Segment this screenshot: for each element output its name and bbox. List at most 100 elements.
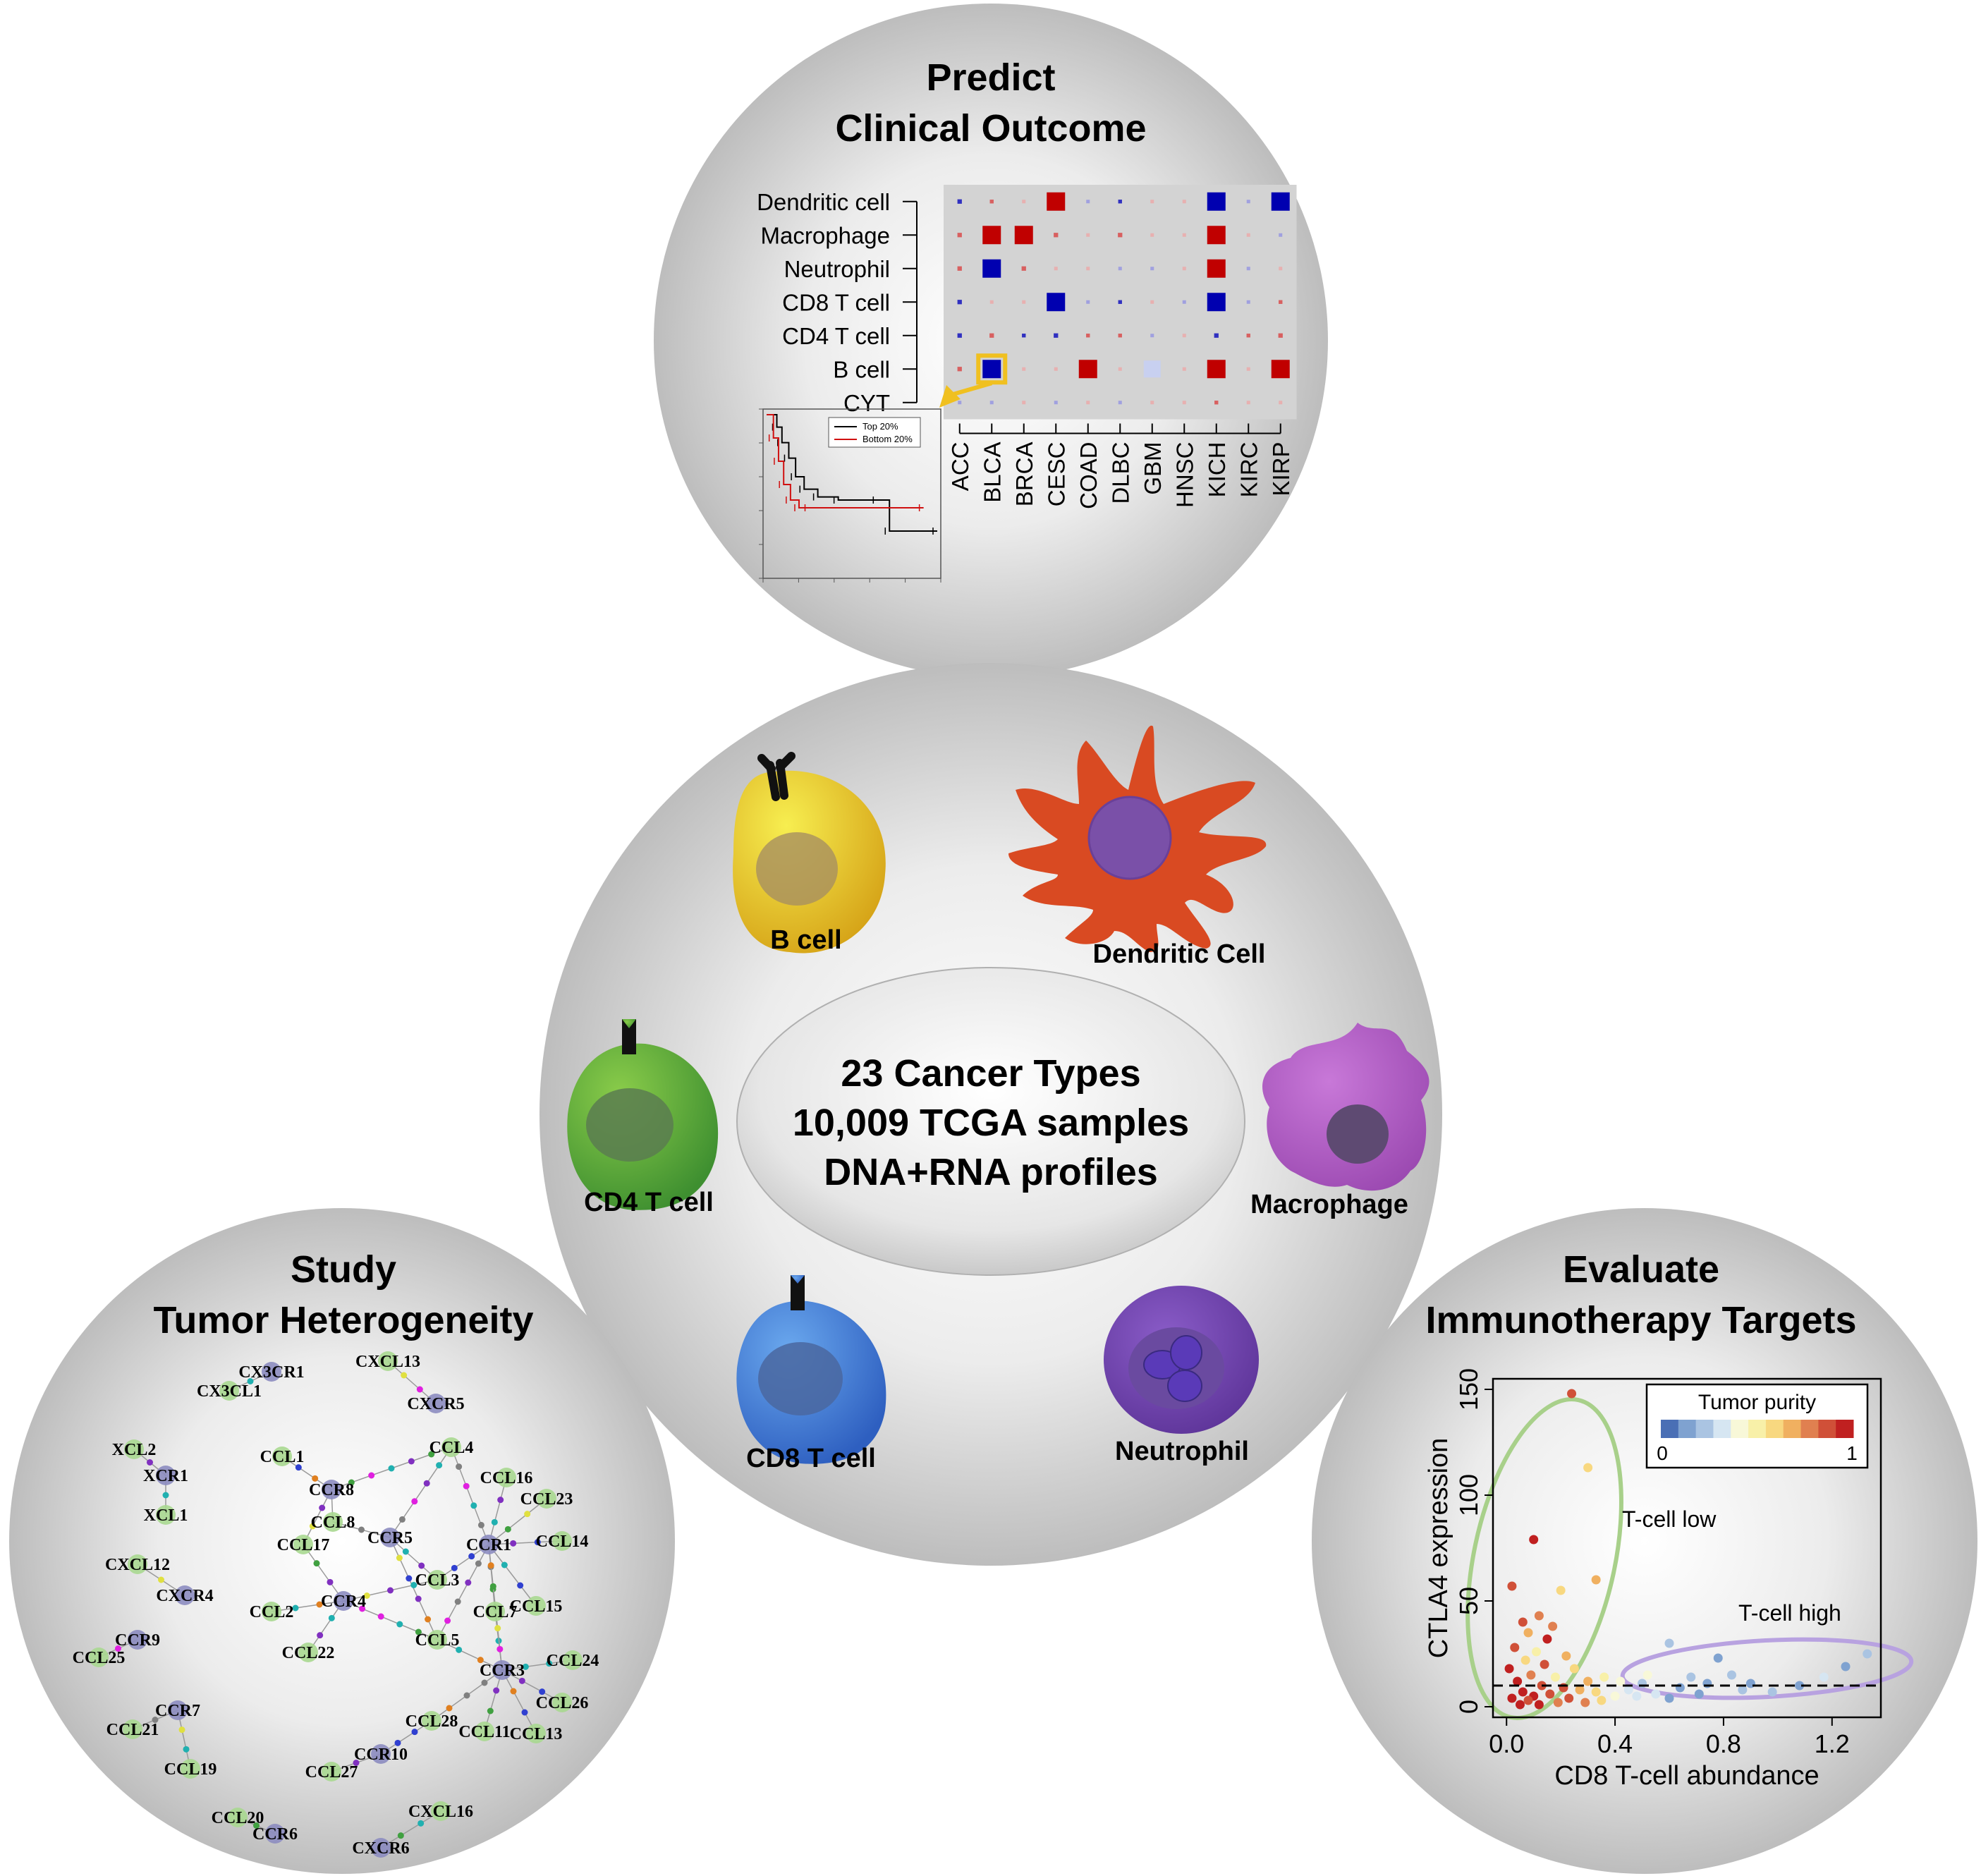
heatmap-cell [1182, 334, 1186, 338]
network-node-ccr10 [371, 1744, 391, 1764]
heatmap-cell [1086, 267, 1090, 271]
network-node-ccl3 [427, 1570, 447, 1590]
scatter-point [1580, 1698, 1590, 1707]
network-edge-dot [410, 1582, 417, 1588]
network-edge-dot [309, 1523, 316, 1530]
heatmap-cell [1246, 233, 1250, 237]
heatmap-cell [958, 401, 962, 405]
heatmap-cell [1150, 233, 1154, 237]
network-label-cx3cr1: CX3CR1 [238, 1363, 304, 1382]
network-node-ccr8 [322, 1480, 341, 1499]
network-edge-dot [388, 1465, 395, 1472]
purity-legend-swatch [1836, 1420, 1854, 1438]
heatmap-cell [989, 401, 994, 405]
scatter-point [1534, 1611, 1544, 1621]
network-edge-dot [517, 1582, 524, 1589]
highlight-arrow-line [950, 381, 993, 397]
network-edge-dot [487, 1562, 494, 1569]
network-node-cxcl13 [378, 1351, 398, 1371]
heatmap-cell [1118, 300, 1122, 304]
cd4-t-cell-label: CD4 T cell [584, 1188, 714, 1217]
network-label-ccl28: CCL28 [406, 1712, 458, 1731]
scatter-point [1510, 1643, 1520, 1652]
heatmap-cell [957, 333, 962, 338]
network-edge-dot [451, 1564, 458, 1571]
scatter-point [1795, 1681, 1805, 1691]
cd4-t-cell-illustration [567, 1019, 719, 1210]
network-edge-dot [470, 1502, 477, 1509]
network-node-cxcl16 [431, 1801, 451, 1821]
immunotherapy-title-line-2: Immunotherapy Targets [1425, 1299, 1856, 1341]
network-node-ccl11 [475, 1722, 494, 1741]
network-label-ccl3: CCL3 [415, 1571, 460, 1590]
network-edge-dot [387, 1587, 394, 1594]
network-edge-dot [510, 1540, 517, 1547]
survival-heatmap: Dendritic cell Macrophage Neutrophil CD8 T … [757, 185, 1297, 509]
network-label-ccr8: CCR8 [309, 1481, 354, 1499]
scatter-point [1561, 1651, 1571, 1661]
network-node-cxcr6 [371, 1838, 391, 1858]
scatter-point [1841, 1662, 1851, 1671]
network-edge-dot [317, 1632, 324, 1639]
network-label-xcr1: XCR1 [143, 1467, 188, 1485]
row-label-b-cell: B cell [833, 356, 890, 382]
network-edge-dot [456, 1646, 463, 1653]
network-edge-dot [463, 1482, 470, 1490]
network-edge-dot [348, 1479, 355, 1486]
column-label-dlbc: DLBC [1107, 442, 1133, 504]
scatter-point [1540, 1659, 1549, 1669]
network-node-ccr7 [168, 1700, 188, 1720]
km-frame [762, 408, 941, 579]
network-edge-dot [394, 1739, 401, 1746]
network-edge-dot [411, 1498, 418, 1505]
network-edge-dot [423, 1480, 430, 1487]
heatmap-cell [957, 233, 962, 238]
network-node-ccl2 [262, 1602, 281, 1621]
network-label-ccl16: CCL16 [480, 1469, 533, 1487]
network-node-ccl22 [298, 1643, 318, 1662]
network-edge [303, 1544, 344, 1602]
network-edge-dot [463, 1692, 470, 1699]
network-node-ccl7 [485, 1602, 505, 1621]
column-label-blca: BLCA [979, 442, 1005, 503]
heatmap-cell [982, 226, 1001, 245]
scatter-point [1518, 1687, 1528, 1697]
network-node-cx3cl1 [219, 1381, 239, 1401]
dendritic-cell-illustration [1008, 725, 1267, 952]
network-label-ccr4: CCR4 [321, 1592, 366, 1611]
scatter-point [1534, 1700, 1544, 1710]
scatter-point [1526, 1670, 1536, 1680]
heatmap-cell [957, 367, 962, 372]
row-label-cd8-t-cell: CD8 T cell [782, 289, 890, 315]
network-edge-dot [454, 1598, 461, 1605]
highlight-box [976, 353, 1008, 385]
network-node-ccr4 [334, 1591, 353, 1611]
km-legend-box [828, 417, 921, 448]
heatmap-cell [1150, 300, 1154, 304]
network-label-ccl21: CCL21 [106, 1721, 159, 1739]
network-edge-dot [504, 1525, 511, 1533]
heatmap-cell [1118, 200, 1122, 204]
heatmap-cell [1150, 267, 1154, 271]
heatmap-cell [957, 199, 962, 204]
scatter-point [1726, 1670, 1736, 1680]
heterogeneity-title-line-1: Study [291, 1248, 396, 1291]
heatmap-cell [1054, 367, 1058, 371]
network-node-ccl24 [563, 1650, 583, 1670]
network-edge-dot [468, 1553, 475, 1560]
heatmap-cell [1214, 401, 1219, 405]
network-label-ccl20: CCL20 [212, 1809, 264, 1827]
network-edge-dot [465, 1579, 472, 1586]
network-edge [389, 1446, 452, 1538]
network-label-cxcr4: CXCR4 [156, 1587, 213, 1605]
network-edge-dot [475, 1560, 482, 1567]
heatmap-cell [1182, 300, 1186, 304]
scatter-point [1694, 1689, 1704, 1699]
network-edge-dot [397, 1832, 404, 1839]
network-edge [488, 1477, 507, 1545]
network-label-ccl4: CCL4 [429, 1439, 474, 1457]
network-node-cxcr5 [426, 1394, 446, 1413]
heatmap-cell [1118, 267, 1122, 271]
heatmap-cell [1047, 192, 1066, 211]
network-edge [501, 1669, 537, 1734]
